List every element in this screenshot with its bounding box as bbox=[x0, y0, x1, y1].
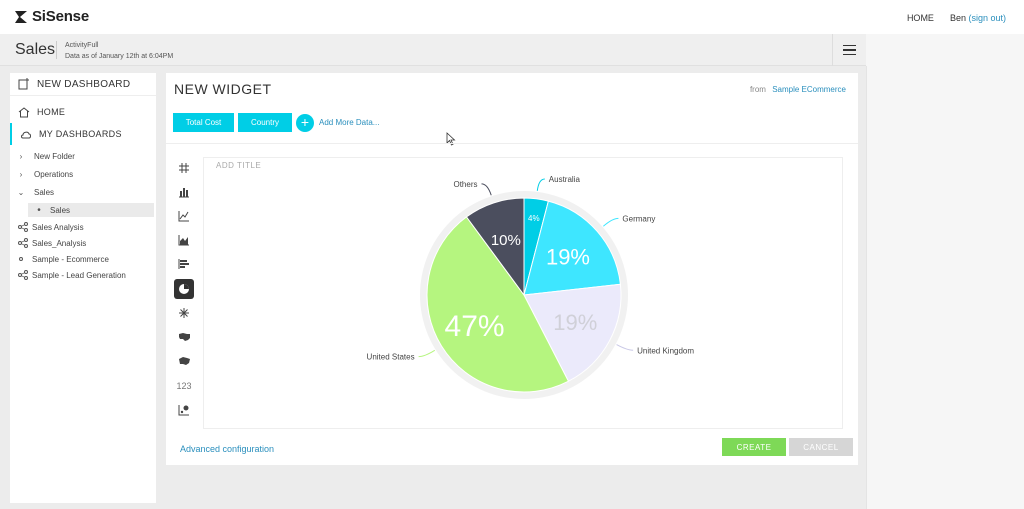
dashboard-item-sales[interactable]: • Sales bbox=[28, 203, 154, 217]
bar-chart-icon[interactable] bbox=[174, 182, 194, 202]
sidebar: NEW DASHBOARD HOME MY DASHBOARDS › New F… bbox=[10, 73, 156, 503]
bullet-icon: • bbox=[37, 204, 41, 216]
dashboard-item-sample-lead-generation[interactable]: Sample - Lead Generation bbox=[10, 268, 156, 282]
line-chart-icon[interactable] bbox=[174, 206, 194, 226]
folder-sales[interactable]: ⌄ Sales bbox=[10, 185, 156, 199]
callout-line bbox=[536, 178, 545, 191]
callout-line bbox=[481, 183, 492, 196]
folder-operations[interactable]: › Operations bbox=[10, 167, 156, 181]
add-title-input[interactable]: ADD TITLE bbox=[216, 161, 262, 170]
mouse-cursor-icon bbox=[446, 132, 456, 146]
dot-icon bbox=[19, 257, 23, 261]
top-bar: SiSense HOME Ben (sign out) bbox=[0, 0, 1024, 34]
new-dashboard-label: NEW DASHBOARD bbox=[37, 78, 131, 90]
data-timestamp: Data as of January 12th at 6:04PM bbox=[65, 53, 174, 60]
right-panel bbox=[866, 66, 1024, 509]
slice-value-label: 19% bbox=[553, 310, 597, 335]
folder-label: Operations bbox=[34, 169, 74, 179]
scatter-burst-icon[interactable] bbox=[174, 303, 194, 323]
dashboard-item-sales-analysis-2[interactable]: Sales_Analysis bbox=[10, 236, 156, 250]
sidebar-item-my-dashboards[interactable]: MY DASHBOARDS bbox=[10, 123, 156, 145]
dashboard-label: Sales bbox=[50, 205, 71, 215]
share-icon bbox=[18, 270, 28, 280]
chevron-right-icon[interactable]: › bbox=[19, 151, 23, 161]
data-source: from Sample ECommerce bbox=[750, 85, 846, 94]
header-divider bbox=[166, 143, 858, 144]
dashboard-title: Sales bbox=[15, 41, 56, 58]
indicator-icon[interactable]: 123 bbox=[176, 381, 192, 391]
category-label: Australia bbox=[549, 175, 581, 184]
data-source-link[interactable]: Sample ECommerce bbox=[772, 85, 846, 94]
folder-new-folder[interactable]: › New Folder bbox=[10, 149, 156, 163]
share-icon bbox=[18, 222, 28, 232]
my-dashboards-label: MY DASHBOARDS bbox=[39, 129, 122, 139]
advanced-configuration-link[interactable]: Advanced configuration bbox=[180, 444, 275, 454]
user-name: Ben bbox=[949, 13, 966, 23]
category-label: United States bbox=[367, 353, 415, 362]
pie-slice-others bbox=[465, 197, 525, 297]
folder-label: Sales bbox=[34, 187, 55, 197]
slice-value-label: 4% bbox=[528, 214, 540, 223]
from-label: from bbox=[749, 85, 766, 94]
dashboard-item-sales-analysis[interactable]: Sales Analysis bbox=[10, 220, 156, 234]
logo-text: SiSense bbox=[32, 8, 89, 25]
chevron-right-icon[interactable]: › bbox=[19, 169, 23, 179]
home-icon bbox=[18, 106, 30, 117]
menu-icon[interactable] bbox=[832, 34, 866, 66]
chevron-down-icon[interactable]: ⌄ bbox=[17, 187, 25, 197]
pie-chart-icon[interactable] bbox=[174, 279, 194, 299]
widget-title: NEW WIDGET bbox=[174, 81, 272, 97]
share-icon bbox=[18, 238, 28, 248]
category-label: Others bbox=[453, 180, 477, 189]
map-area-icon[interactable] bbox=[174, 351, 194, 371]
sidebar-item-home[interactable]: HOME bbox=[10, 101, 156, 123]
column-chart-icon[interactable] bbox=[174, 254, 194, 274]
dashboard-item-sample-ecommerce[interactable]: Sample - Ecommerce bbox=[10, 252, 156, 266]
logo-mark-icon bbox=[15, 10, 27, 23]
area-chart-icon[interactable] bbox=[174, 230, 194, 250]
dashboard-label: Sample - Lead Generation bbox=[32, 270, 126, 280]
chart-canvas: ADD TITLE 4% Australia 19% Germany 19% United… bbox=[203, 157, 843, 429]
map-icon[interactable] bbox=[174, 327, 194, 347]
callout-line bbox=[616, 344, 634, 351]
dashboard-label: Sales_Analysis bbox=[32, 238, 87, 248]
add-data-icon[interactable]: + bbox=[296, 114, 314, 132]
slice-value-label: 10% bbox=[491, 232, 521, 249]
widget-editor: NEW WIDGET from Sample ECommerce Total C… bbox=[166, 73, 858, 465]
value-chip-total-cost[interactable]: Total Cost bbox=[173, 113, 234, 132]
top-home-link[interactable]: HOME bbox=[906, 13, 934, 23]
cancel-button[interactable]: CANCEL bbox=[789, 438, 853, 456]
callout-line bbox=[603, 217, 619, 227]
dashboard-cloud-icon bbox=[21, 131, 31, 138]
dashboard-label: Sample - Ecommerce bbox=[32, 254, 109, 264]
sign-out-link[interactable]: (sign out) bbox=[968, 13, 1006, 23]
category-label: United Kingdom bbox=[637, 346, 694, 355]
new-dashboard-button[interactable]: NEW DASHBOARD bbox=[10, 73, 156, 96]
pie-chart: 4% Australia 19% Germany 19% United Kingdom 47… bbox=[367, 175, 694, 399]
pie-slice-united-kingdom bbox=[523, 283, 622, 382]
pivot-icon[interactable] bbox=[174, 158, 194, 178]
slice-value-label: 19% bbox=[546, 245, 590, 270]
new-dashboard-icon bbox=[18, 78, 29, 90]
pie-slice-germany bbox=[523, 200, 621, 296]
right-panel-header bbox=[866, 34, 1024, 66]
dashboard-subtitle: ActivityFull bbox=[65, 42, 99, 49]
add-more-data-link[interactable]: Add More Data... bbox=[319, 118, 380, 127]
pie-slice-united-states bbox=[426, 216, 570, 393]
dashboard-label: Sales Analysis bbox=[32, 222, 84, 232]
category-label: Germany bbox=[622, 214, 655, 223]
scatter-icon[interactable] bbox=[174, 400, 194, 420]
folder-label: New Folder bbox=[34, 151, 75, 161]
category-chip-country[interactable]: Country bbox=[238, 113, 292, 132]
callout-line bbox=[418, 349, 436, 358]
header-divider bbox=[56, 41, 57, 59]
home-label: HOME bbox=[37, 107, 66, 117]
slice-value-label: 47% bbox=[445, 310, 505, 343]
create-button[interactable]: CREATE bbox=[722, 438, 786, 456]
sisense-logo[interactable]: SiSense bbox=[14, 8, 89, 25]
